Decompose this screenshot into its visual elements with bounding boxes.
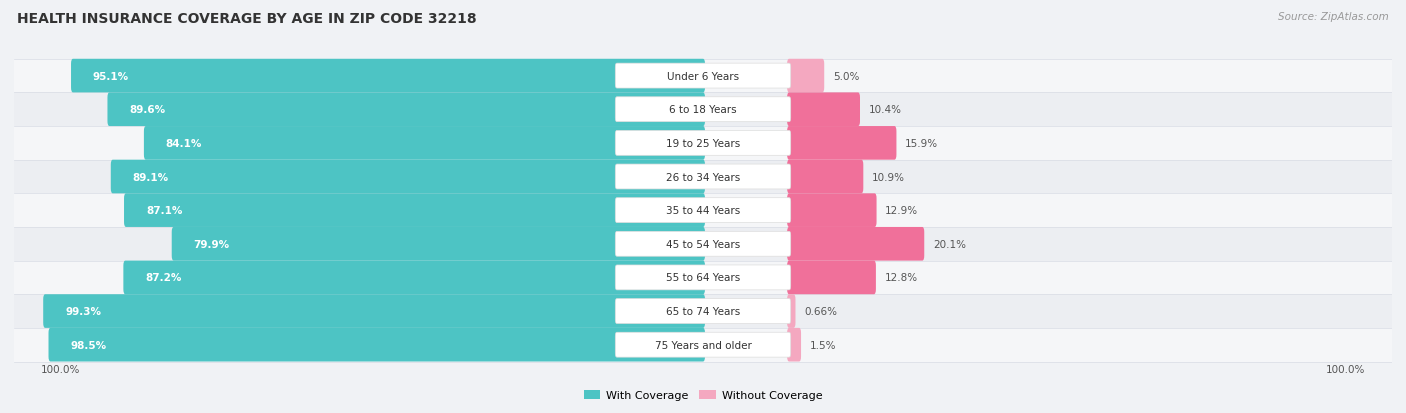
FancyBboxPatch shape	[787, 294, 796, 328]
FancyBboxPatch shape	[107, 93, 704, 127]
Text: 98.5%: 98.5%	[70, 340, 107, 350]
FancyBboxPatch shape	[787, 127, 897, 160]
Text: 95.1%: 95.1%	[93, 71, 129, 81]
FancyBboxPatch shape	[143, 127, 704, 160]
Bar	[14, 160, 1392, 194]
Legend: With Coverage, Without Coverage: With Coverage, Without Coverage	[579, 385, 827, 405]
FancyBboxPatch shape	[787, 160, 863, 194]
Text: 75 Years and older: 75 Years and older	[655, 340, 751, 350]
Bar	[14, 93, 1392, 127]
FancyBboxPatch shape	[787, 261, 876, 294]
Bar	[14, 261, 1392, 294]
Text: 45 to 54 Years: 45 to 54 Years	[666, 239, 740, 249]
Text: 12.9%: 12.9%	[886, 206, 918, 216]
FancyBboxPatch shape	[787, 59, 824, 93]
FancyBboxPatch shape	[787, 328, 801, 362]
FancyBboxPatch shape	[616, 332, 790, 357]
Text: 100.0%: 100.0%	[41, 364, 80, 374]
Text: 5.0%: 5.0%	[832, 71, 859, 81]
Bar	[14, 228, 1392, 261]
FancyBboxPatch shape	[787, 228, 924, 261]
FancyBboxPatch shape	[616, 131, 790, 156]
Text: 26 to 34 Years: 26 to 34 Years	[666, 172, 740, 182]
FancyBboxPatch shape	[616, 265, 790, 290]
Text: 12.8%: 12.8%	[884, 273, 918, 283]
Text: 89.1%: 89.1%	[132, 172, 169, 182]
Text: 100.0%: 100.0%	[1326, 364, 1365, 374]
Text: 87.2%: 87.2%	[145, 273, 181, 283]
Text: 10.4%: 10.4%	[869, 105, 901, 115]
Text: 0.66%: 0.66%	[804, 306, 837, 316]
Text: 1.5%: 1.5%	[810, 340, 837, 350]
Text: Under 6 Years: Under 6 Years	[666, 71, 740, 81]
Text: 65 to 74 Years: 65 to 74 Years	[666, 306, 740, 316]
Bar	[14, 59, 1392, 93]
FancyBboxPatch shape	[616, 198, 790, 223]
FancyBboxPatch shape	[111, 160, 704, 194]
Text: 6 to 18 Years: 6 to 18 Years	[669, 105, 737, 115]
FancyBboxPatch shape	[787, 93, 860, 127]
FancyBboxPatch shape	[44, 294, 704, 328]
Text: 19 to 25 Years: 19 to 25 Years	[666, 138, 740, 149]
Text: HEALTH INSURANCE COVERAGE BY AGE IN ZIP CODE 32218: HEALTH INSURANCE COVERAGE BY AGE IN ZIP …	[17, 12, 477, 26]
FancyBboxPatch shape	[124, 261, 704, 294]
Text: 15.9%: 15.9%	[905, 138, 938, 149]
Text: Source: ZipAtlas.com: Source: ZipAtlas.com	[1278, 12, 1389, 22]
Text: 55 to 64 Years: 55 to 64 Years	[666, 273, 740, 283]
FancyBboxPatch shape	[616, 97, 790, 122]
Text: 99.3%: 99.3%	[65, 306, 101, 316]
Text: 79.9%: 79.9%	[194, 239, 229, 249]
Text: 84.1%: 84.1%	[166, 138, 202, 149]
Bar	[14, 194, 1392, 228]
FancyBboxPatch shape	[616, 165, 790, 190]
Bar	[14, 294, 1392, 328]
FancyBboxPatch shape	[616, 64, 790, 89]
FancyBboxPatch shape	[72, 59, 704, 93]
FancyBboxPatch shape	[787, 194, 876, 228]
Bar	[14, 328, 1392, 362]
Text: 35 to 44 Years: 35 to 44 Years	[666, 206, 740, 216]
Text: 89.6%: 89.6%	[129, 105, 166, 115]
Text: 87.1%: 87.1%	[146, 206, 183, 216]
Bar	[14, 127, 1392, 160]
Text: 10.9%: 10.9%	[872, 172, 905, 182]
FancyBboxPatch shape	[48, 328, 704, 362]
FancyBboxPatch shape	[616, 299, 790, 324]
FancyBboxPatch shape	[124, 194, 704, 228]
FancyBboxPatch shape	[616, 232, 790, 256]
Text: 20.1%: 20.1%	[932, 239, 966, 249]
FancyBboxPatch shape	[172, 228, 704, 261]
